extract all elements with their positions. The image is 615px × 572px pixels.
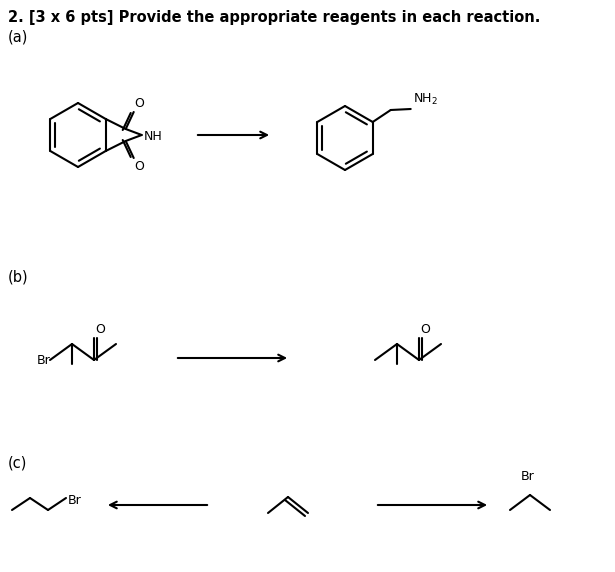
Text: (a): (a): [8, 30, 28, 45]
Text: O: O: [95, 323, 105, 336]
Text: O: O: [420, 323, 430, 336]
Text: Br: Br: [68, 494, 82, 506]
Text: (c): (c): [8, 455, 28, 470]
Text: NH$_2$: NH$_2$: [413, 92, 438, 107]
Text: 2. [3 x 6 pts] Provide the appropriate reagents in each reaction.: 2. [3 x 6 pts] Provide the appropriate r…: [8, 10, 541, 25]
Text: Br: Br: [521, 470, 535, 483]
Text: Br: Br: [36, 353, 50, 367]
Text: (b): (b): [8, 270, 29, 285]
Text: O: O: [135, 160, 145, 173]
Text: O: O: [135, 97, 145, 110]
Text: NH: NH: [144, 129, 162, 142]
